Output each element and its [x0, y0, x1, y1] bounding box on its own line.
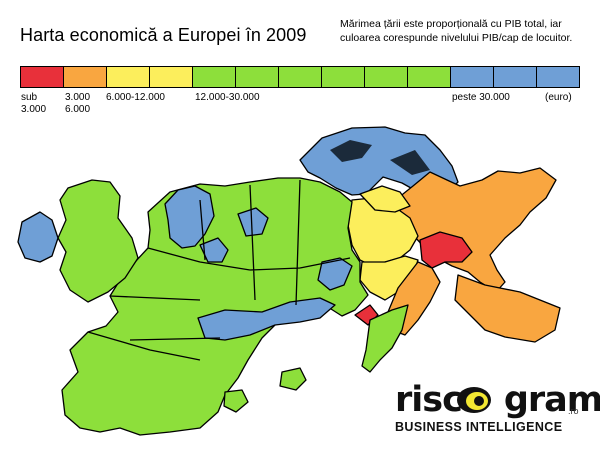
region-islands	[223, 389, 249, 413]
legend-label-6000-12000: 6.000-12.000	[106, 92, 165, 103]
region-baltics	[359, 185, 411, 213]
legend-label-12000-30000: 12.000-30.000	[195, 92, 260, 103]
map-note: Mărimea țării este proporțională cu PIB …	[340, 18, 573, 44]
legend-swatch	[365, 67, 408, 87]
legend-swatch	[150, 67, 193, 87]
legend-label-currency: (euro)	[545, 92, 572, 103]
legend-swatch	[279, 67, 322, 87]
logo-tagline: BUSINESS INTELLIGENCE	[395, 420, 563, 434]
legend-swatch	[451, 67, 494, 87]
legend-swatch	[408, 67, 451, 87]
logo-wordmark: riscgrama	[395, 380, 600, 420]
region-austria-east	[317, 257, 353, 291]
legend-swatch	[494, 67, 537, 87]
logo-domain-suffix: .ro	[568, 406, 579, 416]
map-title: Harta economică a Europei în 2009	[20, 25, 307, 45]
legend-swatch	[193, 67, 236, 87]
region-belarus-strip	[419, 231, 473, 269]
legend-swatch	[107, 67, 150, 87]
europe-cartogram-map	[17, 126, 561, 436]
logo-eye-icon	[457, 387, 491, 413]
region-continent-main	[61, 177, 369, 436]
legend-swatch	[64, 67, 107, 87]
legend-swatch	[537, 67, 579, 87]
legend-label-under-3000: sub 3.000	[21, 92, 47, 115]
legend-swatch	[21, 67, 64, 87]
legend-label-over-30000: peste 30.000	[452, 92, 510, 103]
region-sweden	[164, 185, 215, 249]
riscograma-logo: riscgrama .ro BUSINESS INTELLIGENCE	[395, 380, 600, 440]
region-benelux	[199, 237, 229, 263]
region-denmark	[237, 207, 269, 237]
region-ukraine	[454, 274, 561, 343]
legend-color-scale	[20, 66, 580, 88]
region-ireland	[17, 211, 59, 263]
region-uk	[57, 179, 139, 303]
region-alps	[197, 297, 336, 341]
legend-swatch	[322, 67, 365, 87]
legend-label-3000-6000: 3.000 6.000	[65, 92, 91, 115]
region-islands-2	[279, 367, 307, 391]
region-greece	[361, 304, 409, 373]
legend-swatch	[236, 67, 279, 87]
